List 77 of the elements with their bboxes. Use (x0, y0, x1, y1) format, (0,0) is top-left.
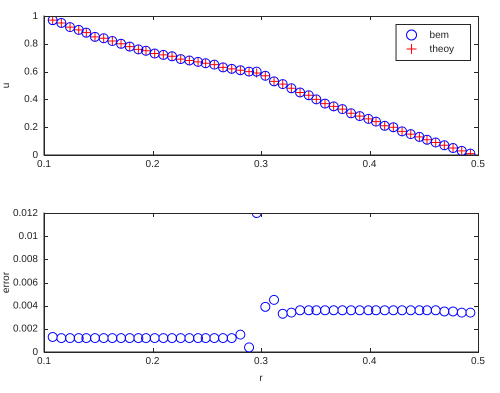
point (200, 333, 211, 344)
point (337, 305, 348, 316)
point (260, 302, 270, 312)
point (465, 308, 476, 318)
y-tick-label: 0.01 (18, 230, 38, 242)
point (65, 333, 76, 344)
legend-label: bem (430, 30, 449, 41)
point (133, 333, 144, 344)
x-tick-label: 0.2 (146, 356, 160, 367)
point (388, 305, 398, 316)
legend-label: theoy (430, 44, 454, 55)
point (311, 305, 322, 316)
x-tick-label: 0.1 (37, 356, 52, 367)
y-tick-label: 0.4 (24, 94, 38, 106)
point (346, 305, 356, 316)
x-tick-label: 0.2 (146, 158, 160, 170)
x-tick-label: 0.5 (471, 158, 486, 170)
x-axis-title: r (259, 372, 264, 384)
point (140, 333, 151, 344)
point (448, 306, 458, 316)
point (354, 305, 365, 316)
point (218, 333, 228, 344)
point (269, 294, 280, 305)
y-axis-title: error (0, 271, 12, 294)
y-tick-label: 0.004 (12, 300, 38, 312)
point (158, 333, 168, 344)
point (286, 308, 296, 318)
point (406, 305, 416, 316)
point (371, 305, 382, 316)
point (56, 333, 66, 344)
point (439, 306, 450, 316)
point (422, 305, 432, 316)
y-tick-label: 0.6 (24, 66, 38, 78)
point (124, 333, 135, 344)
y-tick-label: 0.2 (24, 122, 38, 133)
point (456, 308, 467, 318)
point (74, 333, 84, 344)
y-tick-label: 0.006 (12, 277, 38, 288)
y-tick-label: 0 (32, 346, 38, 358)
point (81, 333, 92, 344)
x-tick-label: 0.5 (471, 356, 486, 367)
point (184, 333, 194, 344)
point (304, 305, 314, 316)
point (226, 333, 237, 344)
point (363, 305, 374, 316)
point (397, 305, 408, 316)
point (320, 305, 330, 316)
y-tick-label: 0.008 (12, 254, 38, 266)
point (244, 342, 254, 352)
point (176, 333, 186, 344)
point (328, 305, 339, 316)
point (414, 305, 424, 316)
y-tick-label: 0.8 (24, 38, 38, 50)
x-tick-label: 0.3 (254, 158, 268, 170)
x-tick-label: 0.4 (362, 158, 377, 170)
point (380, 305, 390, 316)
y-tick-label: 0.012 (12, 208, 38, 219)
y-tick-label: 0 (32, 150, 38, 161)
y-tick-label: 0.002 (12, 324, 38, 335)
point (278, 308, 288, 319)
point (98, 333, 109, 344)
point (430, 305, 441, 316)
point (235, 330, 246, 340)
point (295, 305, 306, 316)
point (150, 333, 160, 344)
x-tick-label: 0.4 (362, 356, 377, 367)
y-axis-title: u (0, 82, 12, 88)
point (116, 333, 126, 344)
point (167, 333, 178, 344)
point (90, 333, 100, 344)
y-tick-label: 1 (32, 10, 38, 22)
point (193, 333, 204, 344)
point (107, 333, 118, 344)
point (48, 332, 58, 342)
x-tick-label: 0.3 (254, 356, 268, 367)
point (209, 333, 220, 344)
x-tick-label: 0.1 (37, 158, 52, 170)
